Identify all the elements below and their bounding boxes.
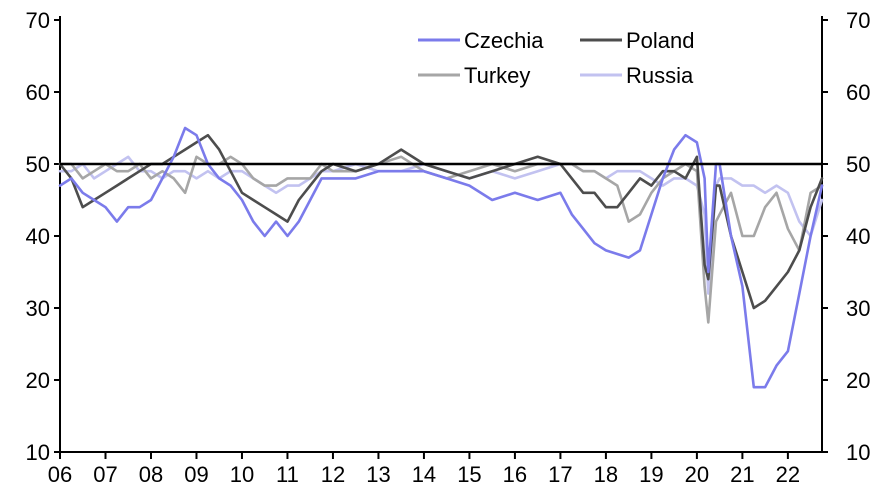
x-tick-label: 16 [503,462,527,487]
x-tick-label: 20 [685,462,709,487]
x-tick-label: 07 [93,462,117,487]
legend-label-turkey: Turkey [464,63,530,88]
y-tick-label-left: 30 [26,296,50,321]
x-tick-label: 08 [139,462,163,487]
y-tick-label-right: 50 [846,152,870,177]
x-tick-label: 13 [366,462,390,487]
x-tick-label: 17 [548,462,572,487]
y-tick-label-left: 40 [26,224,50,249]
y-tick-label-right: 60 [846,80,870,105]
y-tick-label-left: 70 [26,8,50,33]
y-tick-label-right: 10 [846,440,870,465]
x-tick-label: 12 [321,462,345,487]
axes-layer: 10 10 20 20 30 30 40 40 50 50 60 60 70 70 06 07 08 09 10 11… [26,8,871,487]
y-tick-label-right: 70 [846,8,870,33]
x-tick-label: 22 [776,462,800,487]
legend-label-poland: Poland [626,28,695,53]
x-tick-label: 10 [230,462,254,487]
x-tick-label: 15 [457,462,481,487]
y-tick-label-right: 40 [846,224,870,249]
x-tick-label: 21 [730,462,754,487]
x-tick-label: 14 [412,462,436,487]
y-tick-label-right: 20 [846,368,870,393]
x-tick-label: 06 [48,462,72,487]
y-tick-label-right: 30 [846,296,870,321]
y-tick-label-left: 20 [26,368,50,393]
legend-label-russia: Russia [626,63,694,88]
x-tick-label: 19 [639,462,663,487]
y-tick-label-left: 50 [26,152,50,177]
legend-label-czechia: Czechia [464,28,544,53]
legend-layer: Czechia Poland Turkey Russia [418,28,695,88]
series-layer [58,126,824,389]
y-tick-label-left: 10 [26,440,50,465]
x-tick-label: 18 [594,462,618,487]
series-line-czechia [58,126,824,389]
x-tick-label: 09 [184,462,208,487]
x-tick-label: 11 [276,462,299,487]
y-tick-label-left: 60 [26,80,50,105]
